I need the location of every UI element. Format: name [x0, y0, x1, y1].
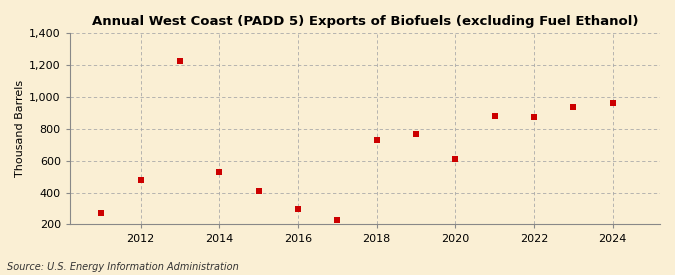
Y-axis label: Thousand Barrels: Thousand Barrels — [15, 80, 25, 177]
Text: Source: U.S. Energy Information Administration: Source: U.S. Energy Information Administ… — [7, 262, 238, 272]
Title: Annual West Coast (PADD 5) Exports of Biofuels (excluding Fuel Ethanol): Annual West Coast (PADD 5) Exports of Bi… — [92, 15, 638, 28]
